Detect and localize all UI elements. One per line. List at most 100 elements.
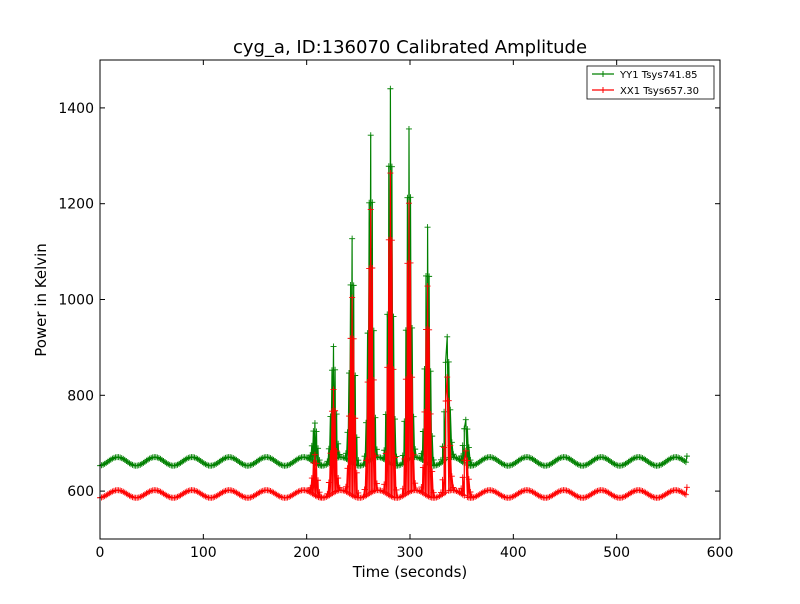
data-point xyxy=(349,235,356,242)
x-tick-label: 300 xyxy=(397,545,424,561)
data-point xyxy=(193,488,200,495)
data-point xyxy=(384,364,391,371)
data-point xyxy=(211,493,218,500)
data-point xyxy=(467,488,474,495)
data-point xyxy=(248,493,255,500)
data-point xyxy=(382,450,389,457)
data-point xyxy=(424,283,431,290)
data-point xyxy=(335,440,342,447)
data-point xyxy=(565,488,572,495)
data-point xyxy=(418,450,425,457)
data-point xyxy=(450,484,457,491)
data-point xyxy=(355,457,362,464)
data-point xyxy=(216,458,223,465)
data-point xyxy=(427,410,434,417)
data-point xyxy=(307,484,314,491)
data-point xyxy=(444,333,451,340)
data-point xyxy=(441,444,448,451)
data-point xyxy=(121,489,128,496)
series-layer xyxy=(97,85,690,501)
data-point xyxy=(459,474,466,481)
data-point xyxy=(146,488,153,495)
data-point xyxy=(350,282,357,289)
data-point xyxy=(399,485,406,492)
data-point xyxy=(154,454,161,461)
y-axis: 600 800 1000 1200 1400 xyxy=(58,101,720,500)
data-point xyxy=(138,460,145,467)
data-point xyxy=(325,479,332,486)
data-point xyxy=(313,428,320,435)
data-point xyxy=(442,489,449,496)
data-point xyxy=(231,488,238,495)
x-tick-label: 100 xyxy=(190,545,217,561)
data-point xyxy=(117,454,124,461)
legend-label: YY1 Tsys741.85 xyxy=(619,70,698,81)
data-point xyxy=(239,493,246,500)
data-point xyxy=(387,170,394,177)
data-point xyxy=(459,442,466,449)
data-point xyxy=(683,484,690,491)
data-point xyxy=(162,459,169,466)
data-point xyxy=(450,451,457,458)
data-point xyxy=(308,475,315,482)
data-point xyxy=(369,265,376,272)
data-point xyxy=(286,493,293,500)
data-point xyxy=(426,326,433,333)
data-point xyxy=(332,407,339,414)
data-point xyxy=(546,493,553,500)
data-point xyxy=(381,481,388,488)
data-point xyxy=(355,489,362,496)
data-point xyxy=(137,493,144,500)
data-point xyxy=(407,194,414,201)
data-point xyxy=(527,488,534,495)
data-point xyxy=(439,476,446,483)
data-point xyxy=(101,460,108,467)
data-point xyxy=(315,477,322,484)
data-point xyxy=(372,452,379,459)
data-point xyxy=(583,493,590,500)
data-point xyxy=(146,455,153,462)
data-point xyxy=(447,442,454,449)
data-point xyxy=(682,459,689,466)
data-point xyxy=(421,408,428,415)
legend-label: XX1 Tsys657.30 xyxy=(620,86,699,97)
data-point xyxy=(352,415,359,422)
data-point xyxy=(154,487,161,494)
data-point xyxy=(464,426,471,433)
data-point xyxy=(472,493,479,500)
data-point xyxy=(388,237,395,244)
data-point xyxy=(333,447,340,454)
data-point xyxy=(177,492,184,499)
y-tick-label: 1200 xyxy=(58,197,94,213)
data-point xyxy=(200,492,207,499)
data-point xyxy=(393,486,400,493)
y-axis-label: Power in Kelvin xyxy=(32,243,50,357)
x-tick-label: 0 xyxy=(96,545,105,561)
data-point xyxy=(311,420,318,427)
data-point xyxy=(682,491,689,498)
data-point xyxy=(373,446,380,453)
data-point xyxy=(185,487,192,494)
x-axis-label: Time (seconds) xyxy=(352,563,468,581)
legend-box xyxy=(586,65,715,100)
data-point xyxy=(364,379,371,386)
data-point xyxy=(434,493,441,500)
data-point xyxy=(121,456,128,463)
data-point xyxy=(344,465,351,472)
data-point xyxy=(683,453,690,460)
data-point xyxy=(367,132,374,139)
data-point xyxy=(390,366,397,373)
data-point xyxy=(350,335,357,342)
data-point xyxy=(316,457,323,464)
data-point xyxy=(458,485,465,492)
data-point xyxy=(461,492,468,499)
y-tick-label: 1400 xyxy=(58,101,94,117)
data-point xyxy=(369,199,376,206)
data-point xyxy=(465,444,472,451)
data-point xyxy=(332,366,339,373)
data-point xyxy=(676,488,683,495)
data-point xyxy=(405,200,412,207)
data-point xyxy=(313,460,320,467)
data-point xyxy=(230,488,237,495)
